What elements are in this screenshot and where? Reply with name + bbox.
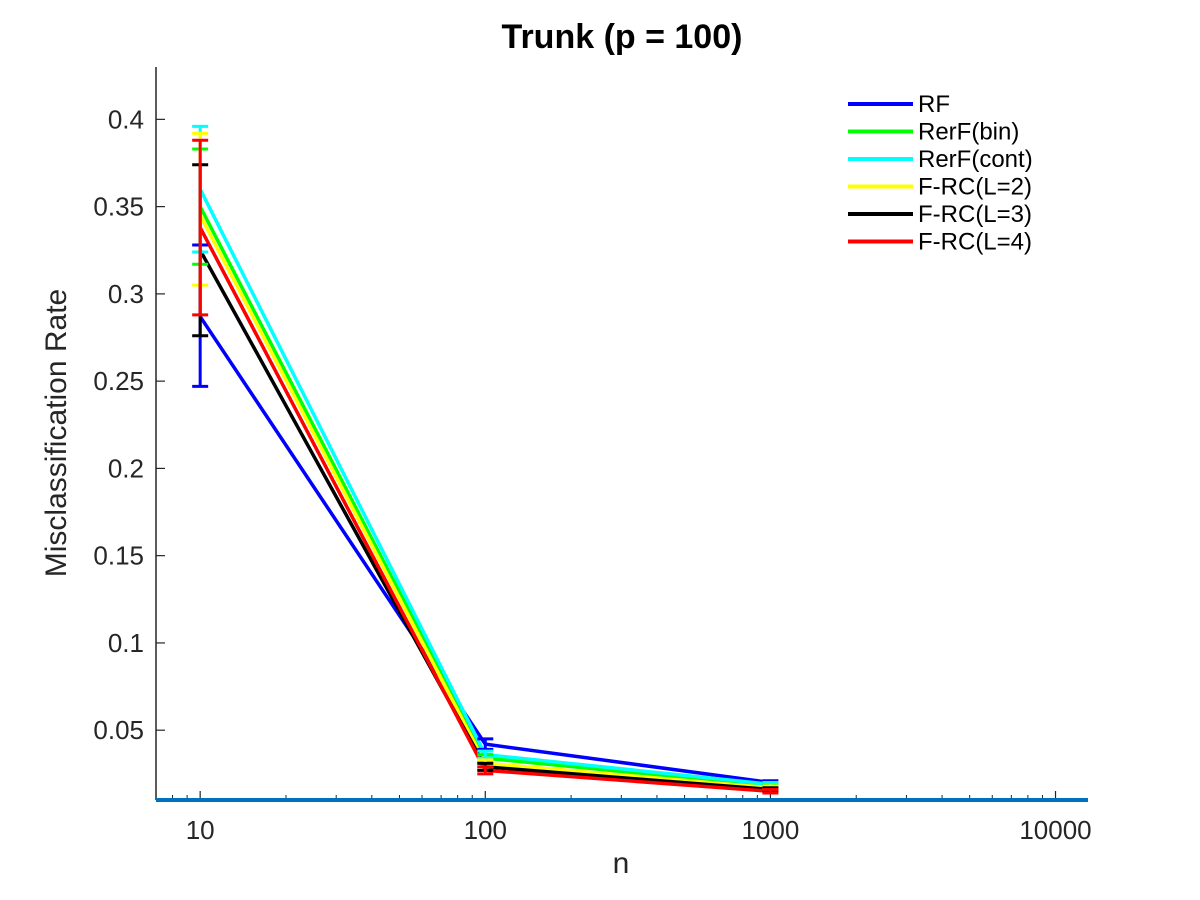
series-line bbox=[198, 214, 771, 790]
series-line bbox=[198, 205, 771, 788]
x-tick-label: 1000 bbox=[741, 815, 799, 845]
legend-label: F-RC(L=3) bbox=[918, 201, 1032, 228]
legend: RFRerF(bin)RerF(cont)F-RC(L=2)F-RC(L=3)F… bbox=[848, 91, 1033, 256]
y-tick-label: 0.05 bbox=[93, 715, 144, 745]
legend-label: RerF(cont) bbox=[918, 146, 1033, 173]
y-tick-label: 0.1 bbox=[108, 628, 144, 658]
chart-title: Trunk (p = 100) bbox=[502, 18, 743, 56]
y-axis-label: Misclassification Rate bbox=[40, 289, 73, 577]
y-tick-label: 0.15 bbox=[93, 541, 144, 571]
legend-label: RerF(bin) bbox=[918, 119, 1019, 146]
legend-label: F-RC(L=4) bbox=[918, 229, 1032, 256]
series-line bbox=[198, 226, 771, 794]
x-tick-label: 100 bbox=[464, 815, 507, 845]
y-tick-label: 0.3 bbox=[108, 279, 144, 309]
legend-label: RF bbox=[918, 91, 950, 118]
y-tick-label: 0.2 bbox=[108, 453, 144, 483]
x-tick-label: 10 bbox=[186, 815, 215, 845]
series-line bbox=[198, 315, 771, 785]
x-tick-label: 10000 bbox=[1019, 815, 1091, 845]
series-line bbox=[198, 188, 771, 787]
series-line bbox=[198, 249, 771, 792]
y-tick-label: 0.25 bbox=[93, 366, 144, 396]
plot-area: 0.05 0.1 0.15 0.2 0.25 0.3 0.35 0.4 10 100 1000 100… bbox=[93, 67, 1092, 845]
legend-label: F-RC(L=2) bbox=[918, 174, 1032, 201]
y-tick-label: 0.4 bbox=[108, 104, 144, 134]
x-axis-label: n bbox=[613, 847, 630, 880]
y-tick-label: 0.35 bbox=[93, 192, 144, 222]
